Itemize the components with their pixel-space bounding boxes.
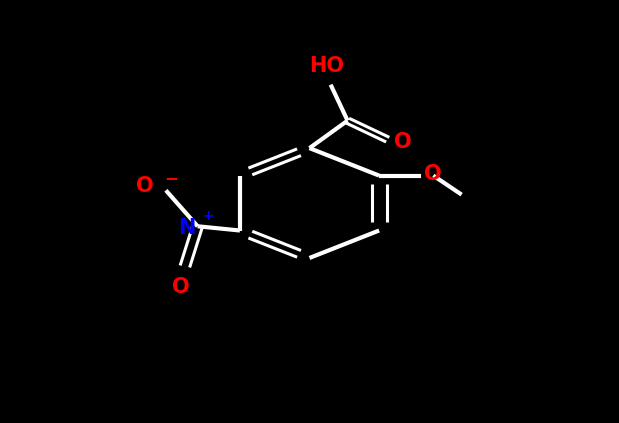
Text: O: O xyxy=(423,164,441,184)
Text: HO: HO xyxy=(309,56,344,76)
Text: O: O xyxy=(136,176,153,196)
Text: N: N xyxy=(178,218,196,239)
Text: −: − xyxy=(164,170,178,187)
Text: +: + xyxy=(202,209,214,222)
Text: O: O xyxy=(172,277,189,297)
Text: O: O xyxy=(394,132,412,152)
